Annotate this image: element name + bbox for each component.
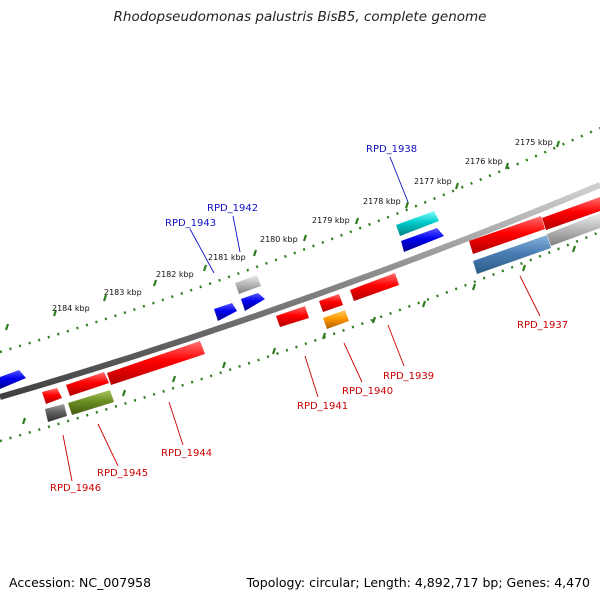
gene-arrow[interactable] (276, 306, 309, 327)
tick-label: 2178 kbp (363, 197, 401, 206)
gene-label-rpd-1945[interactable]: RPD_1945 (97, 468, 148, 479)
gene-arrow[interactable] (319, 294, 343, 312)
page-title: Rhodopseudomonas palustris BisB5, comple… (113, 9, 487, 25)
gene-label-rpd-1940[interactable]: RPD_1940 (342, 386, 393, 397)
gene-arrow[interactable] (241, 293, 265, 311)
gene-arrow[interactable] (45, 404, 67, 422)
gene-arrow[interactable] (42, 388, 62, 404)
gene-label-rpd-1944[interactable]: RPD_1944 (161, 448, 212, 459)
gene-arrow[interactable] (473, 235, 551, 274)
tick-labels: 2175 kbp 2176 kbp 2177 kbp 2178 kbp 2179… (52, 138, 553, 313)
gene-arrow[interactable] (396, 211, 439, 236)
gene-arrow[interactable] (401, 228, 444, 252)
gene-arrow[interactable] (350, 273, 399, 301)
tick-label: 2181 kbp (208, 253, 246, 262)
gene-arrow[interactable] (0, 370, 26, 389)
topology-text: Topology: circular; Length: 4,892,717 bp… (246, 575, 590, 590)
major-ticks-outer (4, 140, 561, 331)
gene-arrow[interactable] (107, 341, 205, 385)
tick-label: 2176 kbp (465, 157, 503, 166)
gene-arrow[interactable] (66, 372, 109, 396)
tick-label: 2179 kbp (312, 216, 350, 225)
tick-label: 2182 kbp (156, 270, 194, 279)
gene-label-rpd-1946[interactable]: RPD_1946 (50, 483, 101, 494)
tick-label: 2175 kbp (515, 138, 553, 147)
gene-arrow[interactable] (214, 303, 237, 321)
gene-label-rpd-1943[interactable]: RPD_1943 (165, 218, 216, 229)
callout-lines (62, 156, 541, 482)
gene-arrow[interactable] (547, 213, 600, 246)
gene-arrow[interactable] (68, 390, 114, 415)
gene-label-rpd-1942[interactable]: RPD_1942 (207, 203, 258, 214)
gene-label-rpd-1941[interactable]: RPD_1941 (297, 401, 348, 412)
tick-label: 2180 kbp (260, 235, 298, 244)
tick-label: 2183 kbp (104, 288, 142, 297)
gene-arrow[interactable] (235, 275, 261, 294)
gene-labels: RPD_1938 RPD_1942 RPD_1943 RPD_1937 RPD_… (50, 144, 568, 494)
tick-label: 2177 kbp (414, 177, 452, 186)
gene-label-rpd-1937[interactable]: RPD_1937 (517, 320, 568, 331)
gene-arrow[interactable] (542, 197, 600, 230)
gene-arrow[interactable] (469, 216, 545, 254)
genes-forward (0, 197, 600, 422)
accession-text: Accession: NC_007958 (9, 575, 152, 590)
tick-label: 2184 kbp (52, 304, 90, 313)
genome-backbone (0, 182, 600, 400)
gene-arrow[interactable] (323, 310, 349, 329)
gene-label-rpd-1938[interactable]: RPD_1938 (366, 144, 417, 155)
gene-label-rpd-1939[interactable]: RPD_1939 (383, 371, 434, 382)
